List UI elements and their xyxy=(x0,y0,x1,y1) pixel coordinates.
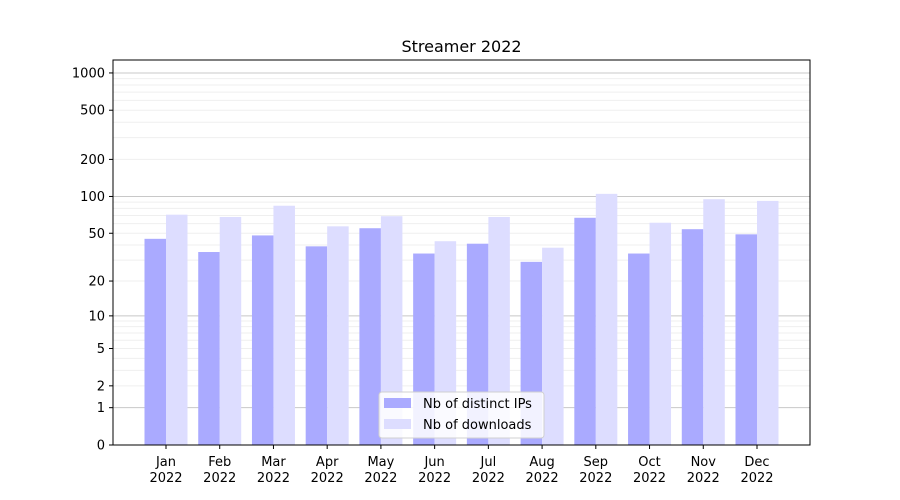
legend-box xyxy=(378,391,545,439)
bar-distinct-ips xyxy=(681,229,704,445)
y-tick-label: 20 xyxy=(88,275,105,290)
x-tick-label: Nov 2022 xyxy=(687,455,720,486)
bar-distinct-ips xyxy=(735,234,757,445)
legend-label: Nb of downloads xyxy=(423,418,532,433)
bar-downloads xyxy=(595,193,618,445)
x-tick-label: Aug 2022 xyxy=(526,455,559,486)
y-tick-label: 5 xyxy=(97,342,105,357)
x-axis: Jan 2022 Feb 2022 Mar 2022 Apr 2022 May 2022 Jun 20… xyxy=(149,445,774,486)
plot-frame xyxy=(112,59,811,446)
y-tick-label: 1 xyxy=(97,401,105,416)
legend-swatch xyxy=(384,419,411,429)
x-tick-label: Feb 2022 xyxy=(203,455,236,486)
x-tick-label: Jan 2022 xyxy=(149,455,182,486)
bar-downloads xyxy=(166,214,188,445)
x-tick-label: Jun 2022 xyxy=(418,455,451,486)
x-tick-label: May 2022 xyxy=(364,455,397,486)
y-tick-label: 500 xyxy=(80,104,105,119)
bar-downloads xyxy=(703,199,725,445)
bar-distinct-ips xyxy=(305,246,328,445)
bar-downloads xyxy=(219,216,242,445)
x-tick-label: Oct 2022 xyxy=(633,455,666,486)
x-tick-label: Jul 2022 xyxy=(472,455,505,486)
legend-swatch xyxy=(384,398,411,408)
legend: Nb of distinct IPs Nb of downloads xyxy=(378,391,545,439)
y-tick-label: 1000 xyxy=(72,66,105,81)
x-tick-label: Dec 2022 xyxy=(740,455,773,486)
bar-downloads xyxy=(488,216,510,445)
bar-downloads xyxy=(327,226,349,445)
bar-distinct-ips xyxy=(359,228,381,445)
bar-distinct-ips xyxy=(198,252,220,445)
bar-distinct-ips xyxy=(574,217,596,445)
bar-downloads xyxy=(757,200,779,445)
chart-title: Streamer 2022 xyxy=(401,37,521,56)
bars xyxy=(144,193,779,445)
bar-distinct-ips xyxy=(251,235,274,445)
bar-distinct-ips xyxy=(144,238,166,445)
y-tick-label: 2 xyxy=(97,379,105,394)
y-tick-label: 100 xyxy=(80,190,105,205)
y-tick-label: 200 xyxy=(80,153,105,168)
bar-downloads xyxy=(380,216,403,445)
bar-downloads xyxy=(273,205,295,445)
x-tick-label: Mar 2022 xyxy=(257,455,290,486)
y-axis: 0 1 2 5 10 20 50 100 200 500 1000 xyxy=(72,66,113,454)
legend-label: Nb of distinct IPs xyxy=(423,397,532,412)
x-tick-label: Apr 2022 xyxy=(311,455,344,486)
bar-distinct-ips xyxy=(628,253,650,445)
y-tick-label: 50 xyxy=(88,227,105,242)
x-tick-label: Sep 2022 xyxy=(579,455,612,486)
y-tick-label: 0 xyxy=(97,439,105,454)
bar-downloads xyxy=(649,222,672,445)
y-tick-label: 10 xyxy=(88,309,105,324)
bar-downloads xyxy=(542,247,564,445)
